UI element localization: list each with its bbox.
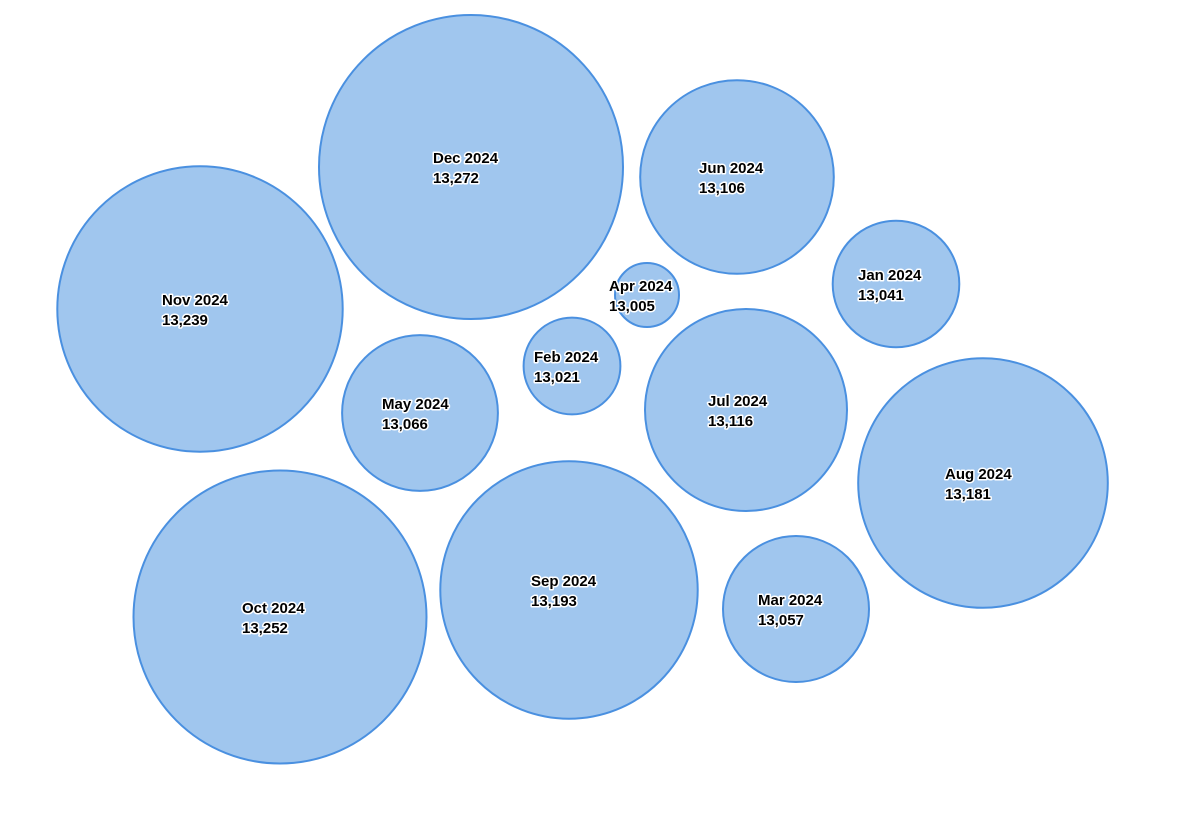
bubble-value-label: 13,272 xyxy=(433,170,479,187)
bubble-label: Feb 2024 xyxy=(534,349,599,366)
bubble-circle xyxy=(614,262,680,328)
bubble-apr-2024: Apr 2024 13,005 xyxy=(608,262,680,328)
bubble-label: Dec 2024 xyxy=(433,150,499,167)
bubble-nov-2024: Nov 2024 13,239 xyxy=(56,165,344,453)
bubble-label: Aug 2024 xyxy=(945,466,1012,483)
bubble-may-2024: May 2024 13,066 xyxy=(341,334,499,492)
bubble-oct-2024: Oct 2024 13,252 xyxy=(132,469,428,765)
bubble-label: May 2024 xyxy=(382,396,449,413)
bubble-circle xyxy=(132,469,428,765)
bubble-label: Jan 2024 xyxy=(858,267,922,284)
bubble-dec-2024: Dec 2024 13,272 xyxy=(318,14,624,320)
bubble-circle xyxy=(318,14,624,320)
bubble-label: Oct 2024 xyxy=(242,600,305,617)
bubble-circle xyxy=(644,308,848,512)
bubble-label: Jun 2024 xyxy=(699,160,764,177)
bubble-circle xyxy=(56,165,344,453)
bubble-circle xyxy=(831,219,961,349)
bubble-circle xyxy=(522,316,622,416)
bubble-value-label: 13,252 xyxy=(242,620,288,637)
bubble-circle xyxy=(857,357,1109,609)
bubble-mar-2024: Mar 2024 13,057 xyxy=(722,535,870,683)
bubble-value-label: 13,106 xyxy=(699,180,745,197)
bubble-value-label: 13,181 xyxy=(945,486,991,503)
bubble-aug-2024: Aug 2024 13,181 xyxy=(857,357,1109,609)
bubble-label: Jul 2024 xyxy=(708,393,768,410)
bubble-label: Mar 2024 xyxy=(758,592,823,609)
bubble-jan-2024: Jan 2024 13,041 xyxy=(831,219,961,349)
bubble-label: Nov 2024 xyxy=(162,292,229,309)
bubble-circle xyxy=(439,460,699,720)
bubble-value-label: 13,193 xyxy=(531,593,577,610)
bubble-value-label: 13,005 xyxy=(609,298,655,315)
bubble-value-label: 13,066 xyxy=(382,416,428,433)
bubble-jul-2024: Jul 2024 13,116 xyxy=(644,308,848,512)
bubble-value-label: 13,021 xyxy=(534,369,580,386)
bubble-label: Apr 2024 xyxy=(609,278,673,295)
bubble-label: Sep 2024 xyxy=(531,573,597,590)
bubble-value-label: 13,041 xyxy=(858,287,904,304)
bubble-circle xyxy=(341,334,499,492)
bubble-value-label: 13,239 xyxy=(162,312,208,329)
bubble-circle xyxy=(639,79,835,275)
bubble-circle xyxy=(722,535,870,683)
bubble-feb-2024: Feb 2024 13,021 xyxy=(522,316,622,416)
bubble-value-label: 13,116 xyxy=(708,413,753,430)
bubble-value-label: 13,057 xyxy=(758,612,804,629)
bubble-jun-2024: Jun 2024 13,106 xyxy=(639,79,835,275)
bubble-sep-2024: Sep 2024 13,193 xyxy=(439,460,699,720)
